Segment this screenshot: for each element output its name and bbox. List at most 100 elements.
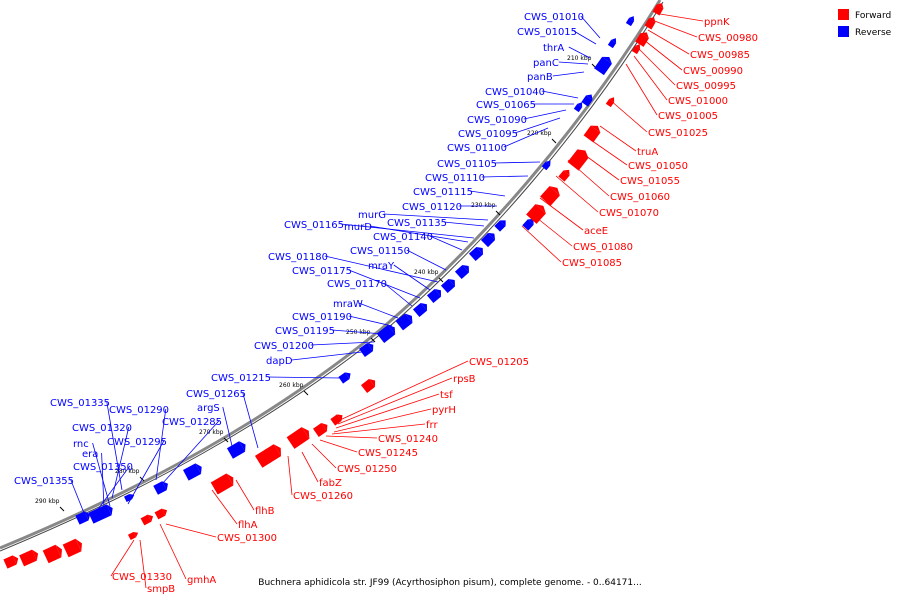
forward-leader-line <box>647 29 690 55</box>
reverse-leader-line <box>155 408 167 481</box>
forward-leader-line <box>539 197 584 231</box>
forward-gene-label: CWS_01240 <box>378 434 438 445</box>
forward-gene-label: CWS_00995 <box>676 81 736 92</box>
reverse-gene-label: CWS_01335 <box>50 398 110 409</box>
reverse-leader-line <box>242 392 259 449</box>
forward-leader-line <box>587 137 628 166</box>
reverse-gene-label: CWS_01150 <box>350 246 410 257</box>
reverse-gene-block-arrow <box>476 246 484 255</box>
reverse-leader-line <box>443 221 485 227</box>
forward-gene-block <box>635 32 649 47</box>
forward-leader-line <box>625 63 658 116</box>
reverse-leader-line <box>429 235 463 251</box>
forward-leader-line <box>521 225 562 263</box>
reverse-leader-line <box>106 401 123 491</box>
forward-leader-line <box>159 523 187 580</box>
reverse-leader-line <box>503 127 549 148</box>
forward-gene-block <box>154 508 168 520</box>
reverse-gene-block-arrow <box>434 288 442 297</box>
forward-gene-block-body <box>154 508 166 520</box>
reverse-gene-block <box>454 264 470 280</box>
forward-gene-label: flhA <box>238 520 258 531</box>
reverse-gene-label: CWS_01100 <box>447 143 507 154</box>
reverse-gene-label: rnc <box>73 439 89 450</box>
forward-gene-block-arrow <box>321 423 328 432</box>
reverse-gene-block-body <box>359 343 373 357</box>
forward-leader-line <box>301 451 319 483</box>
reverse-gene-label: panB <box>527 72 553 83</box>
tick-label: 230 kbp <box>471 202 496 209</box>
tick-marks: 210 kbp 220 kbp 230 kbp 240 kbp 250 kbp 260 k… <box>35 55 597 512</box>
reverse-leader-line <box>222 406 233 447</box>
reverse-gene-block-arrow <box>577 102 583 108</box>
reverse-gene-block <box>426 288 442 304</box>
forward-gene-block <box>567 149 589 171</box>
forward-gene-label: CWS_00985 <box>690 50 750 61</box>
forward-gene-block <box>526 204 546 224</box>
reverse-gene-block-body <box>153 481 167 495</box>
reverse-gene-block-arrow <box>545 160 551 166</box>
reverse-gene-label: CWS_01320 <box>72 423 132 434</box>
forward-leader-line <box>567 159 610 197</box>
forward-gene-block-body <box>140 514 152 526</box>
reverse-leader-line <box>127 440 165 505</box>
forward-gene-label: ppnK <box>704 17 730 28</box>
forward-gene-block-arrow <box>133 531 139 538</box>
forward-gene-label: CWS_00990 <box>683 66 743 77</box>
forward-leader-line <box>609 99 648 133</box>
reverse-gene-label: CWS_01215 <box>211 373 271 384</box>
reverse-gene-label: mraW <box>333 299 363 310</box>
forward-leader-line <box>337 377 453 425</box>
reverse-gene-block-body <box>581 95 593 107</box>
forward-leader-line <box>633 55 668 101</box>
legend-forward-swatch <box>838 9 849 20</box>
reverse-gene-label: CWS_01180 <box>268 252 328 263</box>
forward-leader-line <box>335 393 440 429</box>
reverse-gene-block-body <box>88 504 112 524</box>
reverse-gene-block <box>581 94 593 107</box>
reverse-leader-line <box>541 90 579 99</box>
forward-leader-line <box>110 539 135 577</box>
forward-gene-label: CWS_01080 <box>573 242 633 253</box>
forward-gene-block <box>558 169 570 182</box>
legend-forward-label: Forward <box>855 11 891 21</box>
reverse-leader-line <box>558 61 589 65</box>
forward-gene-block-arrow <box>12 555 19 565</box>
forward-gene-label: CWS_01205 <box>469 357 529 368</box>
reverse-gene-block-body <box>395 313 413 331</box>
reverse-leader-line <box>267 376 341 379</box>
reverse-gene-block-arrow <box>239 441 246 452</box>
forward-gene-block <box>540 186 560 206</box>
reverse-gene-block-body <box>338 372 350 384</box>
reverse-gene-label: era <box>82 449 98 460</box>
forward-gene-label: CWS_01050 <box>628 161 688 172</box>
reverse-gene-block-arrow <box>527 219 534 225</box>
reverse-gene-block-arrow <box>500 220 506 226</box>
reverse-leader-line <box>95 465 131 513</box>
reverse-gene-block <box>594 56 612 76</box>
forward-leader-line <box>333 408 432 433</box>
forward-gene-block-body <box>360 378 376 394</box>
forward-gene-block <box>127 531 139 541</box>
reverse-gene-block <box>359 343 374 357</box>
forward-gene-block <box>605 97 615 108</box>
reverse-leader-line <box>383 213 489 221</box>
reverse-leader-line <box>291 351 363 361</box>
forward-leader-line <box>599 125 637 152</box>
reverse-gene-block <box>480 232 496 248</box>
forward-gene-block <box>254 444 282 468</box>
reverse-gene-block-arrow <box>344 372 351 379</box>
forward-gene-label: CWS_01330 <box>112 572 172 583</box>
forward-gene-block-body <box>583 125 601 143</box>
reverse-gene-label: CWS_01200 <box>254 341 314 352</box>
gene-labels: CWS_01010 CWS_01015 thrA panC panB CWS_01040 C… <box>14 12 758 595</box>
reverse-leader-line <box>92 442 111 507</box>
reverse-gene-block-arrow <box>195 463 202 475</box>
forward-gene-block <box>42 544 62 564</box>
reverse-gene-block <box>395 313 413 331</box>
reverse-gene-block <box>541 160 551 171</box>
reverse-gene-label: CWS_01195 <box>275 326 335 337</box>
reverse-gene-label: CWS_01115 <box>413 187 473 198</box>
reverse-gene-block <box>494 220 506 232</box>
